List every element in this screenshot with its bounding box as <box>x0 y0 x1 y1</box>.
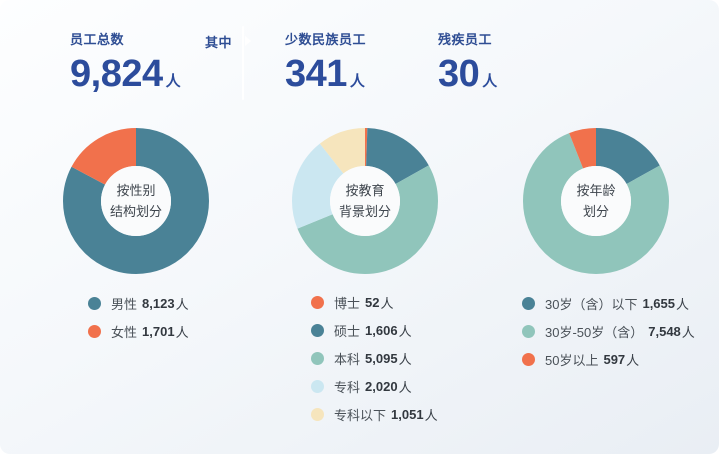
legend-dot <box>522 352 535 366</box>
legend-unit: 人 <box>380 295 394 311</box>
legend-unit: 人 <box>626 352 640 368</box>
legend-row: 男性 8,123 人 <box>88 289 189 317</box>
legend-value: 2,020 <box>365 378 398 394</box>
stat-disabled-label: 残疾员工 <box>438 32 493 47</box>
stat-disabled-employees: 残疾员工 30 人 <box>438 29 497 93</box>
donut-segment <box>63 128 209 274</box>
legend-value: 7,548 <box>648 323 681 339</box>
legend-row: 女性 1,701 人 <box>88 317 189 345</box>
legend-value: 52 <box>365 294 380 310</box>
legend-row: 本科 5,095 人 <box>311 344 438 372</box>
stat-disabled-value: 30 人 <box>438 53 498 95</box>
legend-row: 硕士 1,606 人 <box>311 316 438 344</box>
legend-dot <box>88 324 101 338</box>
donut-chart-gender: 按性别 结构划分 <box>63 128 209 274</box>
legend-unit: 人 <box>676 296 690 312</box>
legend-unit: 人 <box>681 324 695 340</box>
donut-hole <box>330 166 400 236</box>
donut-chart-age: 按年龄 划分 <box>523 128 669 274</box>
donut-chart-gender-svg <box>63 128 209 274</box>
legend-dot <box>311 379 324 393</box>
legend-unit: 人 <box>398 379 412 395</box>
legend-unit: 人 <box>175 296 189 312</box>
legend-row: 30岁（含）以下 1,655 人 <box>522 289 695 317</box>
legend-dot <box>311 407 324 421</box>
legend-age: 30岁（含）以下 1,655 人 30岁-50岁（含） 7,548 人 50岁以上 597 人 <box>522 289 695 373</box>
legend-value: 1,051 <box>391 406 424 422</box>
donut-hole <box>561 166 631 236</box>
legend-value: 1,655 <box>642 295 676 311</box>
legend-dot <box>522 296 535 310</box>
legend-value: 1,606 <box>365 322 398 338</box>
stat-minority-value: 341 人 <box>285 53 365 95</box>
legend-value: 5,095 <box>365 350 398 366</box>
stat-total-value: 9,824 人 <box>70 53 181 95</box>
stat-disabled-unit: 人 <box>482 73 498 90</box>
donut-segment <box>523 128 669 274</box>
stat-minority-label: 少数民族员工 <box>285 32 367 47</box>
stat-total-unit: 人 <box>165 73 181 90</box>
legend-row: 30岁-50岁（含） 7,548 人 <box>522 317 695 345</box>
legend-label: 30岁（含）以下 <box>545 296 638 312</box>
legend-unit: 人 <box>175 324 189 340</box>
legend-row: 专科 2,020 人 <box>311 372 438 400</box>
legend-label: 专科以下 <box>334 407 387 423</box>
legend-row: 专科以下 1,051 人 <box>311 400 438 428</box>
legend-label: 50岁以上 <box>545 352 599 368</box>
stat-minority-unit: 人 <box>349 73 365 90</box>
stat-total-label: 员工总数 <box>70 32 125 47</box>
legend-value: 8,123 <box>142 295 175 311</box>
stat-total-employees: 员工总数 9,824 人 <box>70 29 181 93</box>
donut-segment <box>292 128 438 274</box>
donut-segment <box>292 128 438 274</box>
donut-segment <box>292 128 438 274</box>
donut-chart-education: 按教育 背景划分 <box>292 128 438 274</box>
among-label: 其中 <box>205 35 233 50</box>
legend-label: 30岁-50岁（含） <box>545 324 644 340</box>
legend-value: 597 <box>603 351 626 367</box>
legend-gender: 男性 8,123 人女性 1,701 人 <box>88 289 189 345</box>
donut-chart-education-svg <box>292 128 438 274</box>
header-divider <box>242 26 244 100</box>
legend-education: 博士 52 人硕士 1,606 人本科 5,095 人专科 2,020 人专科以下 1,051 人 <box>311 288 438 428</box>
legend-label: 女性 <box>111 324 138 340</box>
divider-arrow-icon <box>245 36 251 46</box>
legend-label: 专科 <box>334 379 361 395</box>
legend-dot <box>311 295 324 309</box>
donut-chart-age-svg <box>523 128 669 274</box>
legend-dot <box>311 323 324 337</box>
legend-value: 1,701 <box>142 323 175 339</box>
legend-dot <box>311 351 324 365</box>
legend-row: 50岁以上 597 人 <box>522 345 695 373</box>
legend-unit: 人 <box>398 323 412 339</box>
legend-dot <box>522 324 535 338</box>
legend-label: 硕士 <box>334 323 361 339</box>
donut-segment <box>523 128 669 274</box>
stat-minority-employees: 少数民族员工 341 人 <box>285 29 366 93</box>
legend-dot <box>88 296 101 310</box>
legend-label: 博士 <box>334 295 361 311</box>
legend-unit: 人 <box>424 407 438 423</box>
legend-unit: 人 <box>398 351 412 367</box>
legend-label: 本科 <box>334 351 361 367</box>
donut-hole <box>101 166 171 236</box>
legend-label: 男性 <box>111 296 138 312</box>
legend-row: 博士 52 人 <box>311 288 438 316</box>
